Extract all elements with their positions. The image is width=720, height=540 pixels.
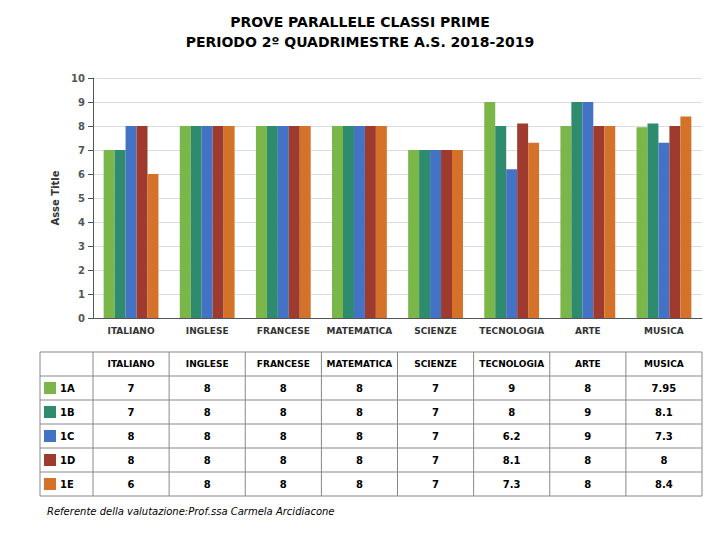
- svg-text:MATEMATICA: MATEMATICA: [327, 326, 393, 336]
- svg-text:0: 0: [78, 313, 85, 324]
- svg-text:8.1: 8.1: [503, 455, 521, 466]
- svg-text:8: 8: [584, 383, 591, 394]
- svg-text:8: 8: [280, 431, 287, 442]
- svg-text:8: 8: [356, 431, 363, 442]
- svg-text:8: 8: [280, 455, 287, 466]
- svg-text:9: 9: [508, 383, 515, 394]
- svg-text:ITALIANO: ITALIANO: [108, 359, 155, 369]
- svg-text:TECNOLOGIA: TECNOLOGIA: [479, 326, 544, 336]
- svg-text:MATEMATICA: MATEMATICA: [327, 359, 393, 369]
- svg-text:1E: 1E: [60, 479, 74, 490]
- svg-text:7.3: 7.3: [655, 431, 673, 442]
- svg-text:SCIENZE: SCIENZE: [414, 326, 457, 336]
- svg-text:7.3: 7.3: [503, 479, 521, 490]
- svg-text:7: 7: [432, 383, 439, 394]
- svg-text:8: 8: [204, 479, 211, 490]
- svg-text:6: 6: [78, 169, 85, 180]
- svg-text:8: 8: [128, 455, 135, 466]
- svg-text:1B: 1B: [60, 407, 75, 418]
- svg-text:Referente della valutazione:Pr: Referente della valutazione:Prof.ssa Car…: [47, 506, 335, 517]
- svg-text:8: 8: [660, 455, 667, 466]
- svg-text:8: 8: [280, 479, 287, 490]
- svg-text:8: 8: [204, 407, 211, 418]
- svg-text:6: 6: [128, 479, 135, 490]
- svg-text:8: 8: [128, 431, 135, 442]
- svg-text:7: 7: [78, 145, 85, 156]
- svg-text:9: 9: [78, 97, 85, 108]
- svg-text:8: 8: [584, 479, 591, 490]
- svg-text:MUSICA: MUSICA: [644, 326, 684, 336]
- svg-text:8: 8: [356, 383, 363, 394]
- svg-text:MUSICA: MUSICA: [644, 359, 684, 369]
- svg-text:8: 8: [356, 455, 363, 466]
- svg-text:7: 7: [128, 407, 135, 418]
- svg-text:INGLESE: INGLESE: [186, 326, 229, 336]
- svg-text:7: 7: [432, 479, 439, 490]
- svg-text:Asse Title: Asse Title: [50, 170, 61, 225]
- svg-text:SCIENZE: SCIENZE: [414, 359, 457, 369]
- svg-text:4: 4: [78, 217, 85, 228]
- svg-text:ARTE: ARTE: [575, 326, 601, 336]
- svg-text:ITALIANO: ITALIANO: [108, 326, 155, 336]
- svg-text:9: 9: [584, 431, 591, 442]
- svg-text:7: 7: [432, 407, 439, 418]
- svg-text:1D: 1D: [60, 455, 75, 466]
- svg-text:8: 8: [204, 431, 211, 442]
- svg-text:7: 7: [128, 383, 135, 394]
- svg-text:INGLESE: INGLESE: [186, 359, 229, 369]
- svg-text:ARTE: ARTE: [575, 359, 601, 369]
- svg-text:8: 8: [508, 407, 515, 418]
- svg-text:1: 1: [78, 289, 85, 300]
- svg-text:8: 8: [280, 383, 287, 394]
- svg-text:7: 7: [432, 455, 439, 466]
- svg-text:TECNOLOGIA: TECNOLOGIA: [479, 359, 544, 369]
- svg-text:10: 10: [71, 73, 85, 84]
- svg-text:FRANCESE: FRANCESE: [257, 359, 310, 369]
- svg-text:8: 8: [584, 455, 591, 466]
- svg-text:8: 8: [204, 383, 211, 394]
- svg-text:8: 8: [78, 121, 85, 132]
- svg-text:PROVE PARALLELE CLASSI PRIME: PROVE PARALLELE CLASSI PRIME: [230, 14, 489, 30]
- svg-text:2: 2: [78, 265, 85, 276]
- svg-text:FRANCESE: FRANCESE: [257, 326, 310, 336]
- svg-text:3: 3: [78, 241, 85, 252]
- svg-text:1C: 1C: [60, 431, 74, 442]
- svg-text:5: 5: [78, 193, 85, 204]
- svg-text:8: 8: [280, 407, 287, 418]
- svg-text:8: 8: [356, 479, 363, 490]
- svg-text:8.1: 8.1: [655, 407, 673, 418]
- svg-text:7: 7: [432, 431, 439, 442]
- svg-text:8.4: 8.4: [655, 479, 673, 490]
- svg-text:9: 9: [584, 407, 591, 418]
- svg-text:8: 8: [356, 407, 363, 418]
- svg-text:PERIODO 2º QUADRIMESTRE A.S. 2: PERIODO 2º QUADRIMESTRE A.S. 2018-2019: [186, 34, 535, 50]
- svg-text:1A: 1A: [60, 383, 75, 394]
- svg-text:7.95: 7.95: [652, 383, 677, 394]
- svg-text:8: 8: [204, 455, 211, 466]
- svg-text:6.2: 6.2: [503, 431, 521, 442]
